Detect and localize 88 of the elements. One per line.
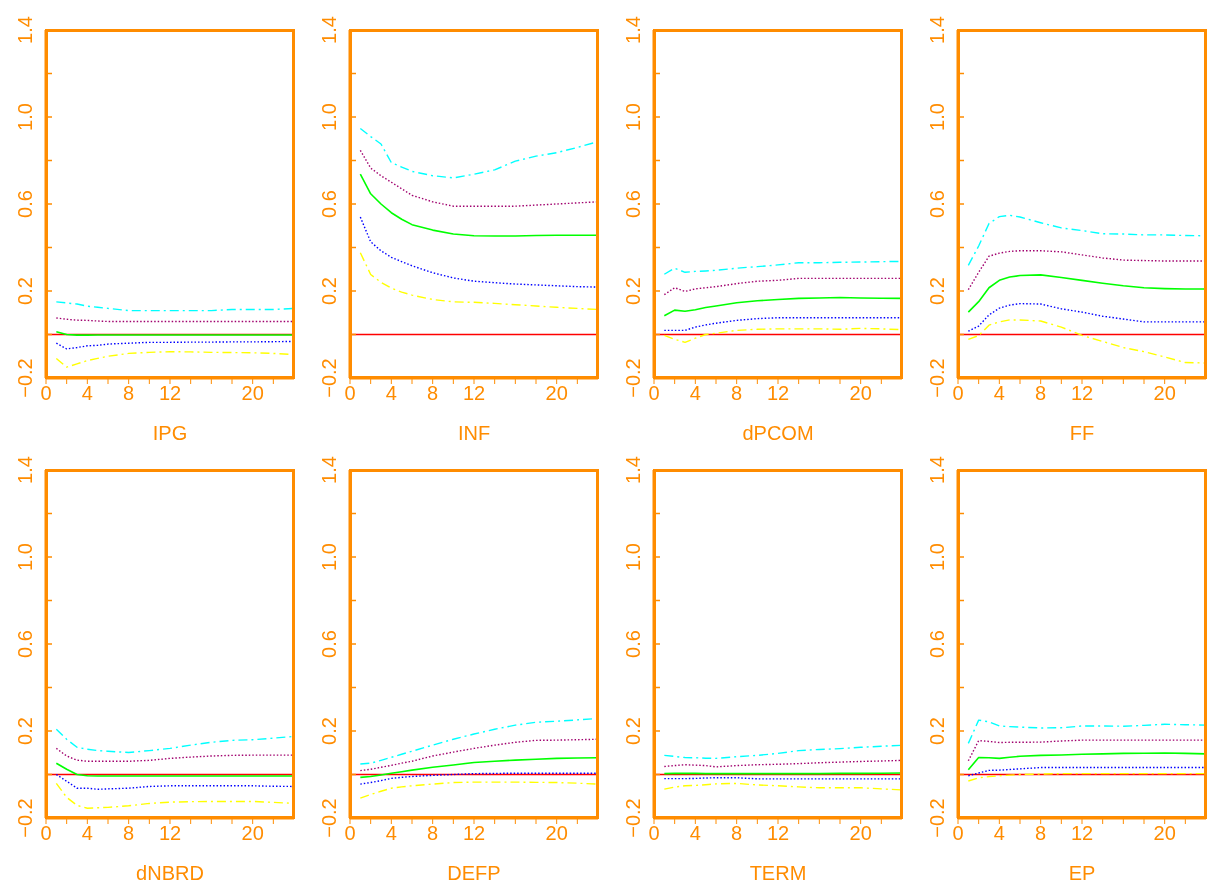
y-tick-label: −0.2: [622, 798, 644, 838]
y-tick-label: 0.6: [622, 190, 644, 218]
y-tick-label: 0.2: [926, 717, 948, 745]
y-tick-label: 1.0: [926, 543, 948, 571]
y-tick-label: 1.4: [622, 456, 644, 484]
y-tick-label: 1.0: [318, 543, 340, 571]
x-tick-label: 12: [766, 822, 790, 845]
y-tick-label: −0.2: [14, 798, 36, 838]
x-tick-label: 0: [40, 382, 52, 405]
x-tick-label: 12: [158, 822, 182, 845]
x-tick-label: 0: [40, 822, 52, 845]
x-tick-label: 4: [385, 822, 397, 845]
y-tick-label: 0.2: [14, 717, 36, 745]
x-tick-label: 20: [1153, 822, 1176, 845]
x-tick-label: 20: [849, 382, 872, 405]
x-tick-label: 20: [241, 382, 264, 405]
x-tick-label: 8: [427, 822, 439, 845]
x-tick-label: 12: [766, 382, 790, 405]
y-tick-label: 0.2: [622, 717, 644, 745]
x-tick-label: 12: [1070, 382, 1094, 405]
x-tick-label: 4: [385, 382, 397, 405]
x-axis-title: dPCOM: [742, 422, 814, 444]
y-tick-label: 1.4: [14, 16, 36, 44]
x-axis-title: TERM: [749, 862, 807, 884]
y-tick-label: 1.4: [318, 16, 340, 44]
x-tick-label: 8: [1035, 382, 1047, 405]
x-tick-label: 4: [81, 382, 93, 405]
y-tick-label: 0.6: [926, 190, 948, 218]
x-tick-label: 8: [731, 382, 743, 405]
y-tick-label: 1.0: [318, 103, 340, 131]
x-tick-label: 0: [952, 822, 964, 845]
y-tick-label: −0.2: [926, 358, 948, 398]
x-tick-label: 8: [123, 382, 135, 405]
y-tick-label: 0.2: [14, 277, 36, 305]
x-tick-label: 8: [731, 822, 743, 845]
y-tick-label: 0.6: [14, 630, 36, 658]
x-axis-title: dNBRD: [136, 862, 204, 884]
x-axis-title: FF: [1069, 422, 1095, 444]
x-tick-label: 0: [344, 382, 356, 405]
x-tick-label: 20: [545, 382, 568, 405]
x-tick-label: 20: [241, 822, 264, 845]
y-tick-label: −0.2: [14, 358, 36, 398]
y-tick-label: −0.2: [622, 358, 644, 398]
x-tick-label: 20: [545, 822, 568, 845]
x-tick-label: 0: [648, 822, 660, 845]
y-tick-label: 1.4: [926, 16, 948, 44]
x-tick-label: 4: [993, 822, 1005, 845]
y-tick-label: −0.2: [926, 798, 948, 838]
x-tick-label: 20: [1153, 382, 1176, 405]
y-tick-label: 0.2: [318, 277, 340, 305]
x-tick-label: 0: [648, 382, 660, 405]
x-tick-label: 12: [462, 382, 486, 405]
y-tick-label: 0.6: [318, 630, 340, 658]
y-tick-label: 0.6: [622, 630, 644, 658]
x-axis-title: EP: [1068, 862, 1096, 884]
x-tick-label: 4: [81, 822, 93, 845]
y-tick-label: 0.6: [318, 190, 340, 218]
y-tick-label: 0.2: [622, 277, 644, 305]
y-tick-label: −0.2: [318, 358, 340, 398]
y-tick-label: 1.0: [14, 543, 36, 571]
y-tick-label: 1.4: [318, 456, 340, 484]
x-tick-label: 12: [1070, 822, 1094, 845]
y-tick-label: 0.2: [926, 277, 948, 305]
x-axis-title: INF: [457, 422, 491, 444]
x-tick-label: 0: [344, 822, 356, 845]
y-tick-label: 1.4: [14, 456, 36, 484]
y-tick-label: 1.0: [14, 103, 36, 131]
x-tick-label: 8: [123, 822, 135, 845]
y-tick-label: 1.4: [926, 456, 948, 484]
x-tick-label: 12: [158, 382, 182, 405]
x-tick-label: 0: [952, 382, 964, 405]
y-tick-label: 1.4: [622, 16, 644, 44]
y-tick-label: 1.0: [622, 543, 644, 571]
x-tick-label: 4: [689, 822, 701, 845]
x-axis-title: IPG: [152, 422, 188, 444]
x-tick-label: 8: [427, 382, 439, 405]
x-tick-label: 20: [849, 822, 872, 845]
x-tick-label: 12: [462, 822, 486, 845]
y-tick-label: 1.0: [926, 103, 948, 131]
y-tick-label: −0.2: [318, 798, 340, 838]
x-tick-label: 4: [689, 382, 701, 405]
y-tick-label: 1.0: [622, 103, 644, 131]
y-tick-label: 0.6: [926, 630, 948, 658]
y-tick-label: 0.2: [318, 717, 340, 745]
x-tick-label: 8: [1035, 822, 1047, 845]
x-tick-label: 4: [993, 382, 1005, 405]
x-axis-title: DEFP: [447, 862, 501, 884]
y-tick-label: 0.6: [14, 190, 36, 218]
